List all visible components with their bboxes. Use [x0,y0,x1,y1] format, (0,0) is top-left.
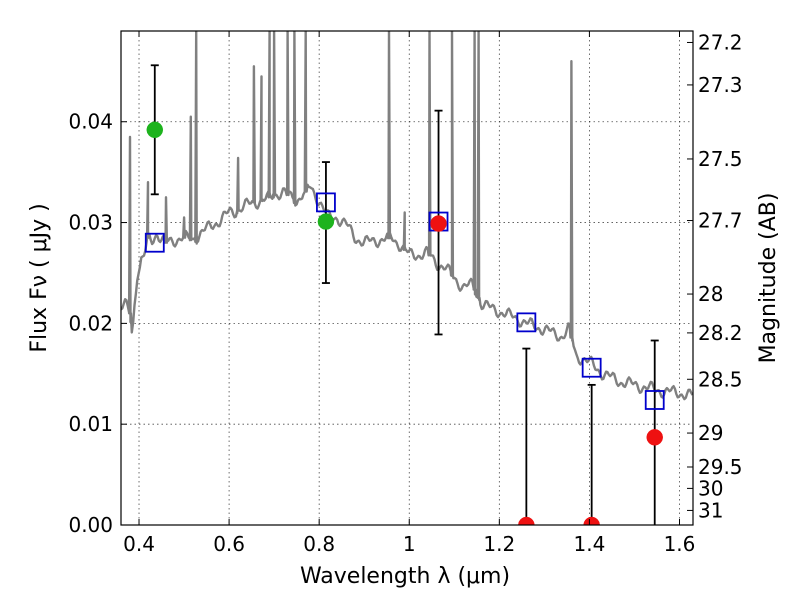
right-tick-label: 27.7 [698,209,743,233]
right-tick-label: 30 [698,476,723,500]
right-tick-label: 28 [698,282,723,306]
x-axis-label: Wavelength λ (μm) [300,564,510,589]
x-tick-label: 0.8 [303,532,335,556]
observed-flux-point [146,121,164,139]
sed-model-curve [121,31,693,401]
right-tick-label: 28.2 [698,321,743,345]
x-tick-label: 1.4 [574,532,606,556]
axes: 0.4 0.6 0.8 1 1.2 1.4 1.6 0.00 0.01 0.02 0.03 0.04 2… [68,30,742,556]
right-tick-label: 27.2 [698,30,743,54]
x-tick-label: 1 [403,532,416,556]
y-tick-label: 0.01 [68,412,113,436]
y-tick-label: 0.04 [68,110,113,134]
observed-flux-point [430,215,447,232]
error-bars [150,64,659,525]
data-markers [144,121,665,525]
x-tick-label: 1.6 [664,532,696,556]
sed-line [121,31,693,401]
model-flux-square [644,390,665,410]
right-tick-label: 27.3 [698,73,743,97]
y-tick-label: 0.03 [68,211,113,235]
right-tick-label: 27.5 [698,147,743,171]
y-tick-label: 0.02 [68,311,113,335]
x-tick-label: 1.2 [483,532,515,556]
right-tick-label: 31 [698,498,723,522]
right-tick-label: 29 [698,421,723,445]
model-flux-square [516,312,537,333]
observed-flux-point [646,429,663,446]
model-flux-square [581,357,602,378]
right-axis-label: Magnitude (AB) [756,193,781,364]
observed-flux-point [518,516,535,525]
right-tick-label: 28.5 [698,367,743,391]
model-flux-square [144,232,165,253]
grid-lines [121,31,693,525]
x-tick-label: 0.6 [213,532,245,556]
x-tick-label: 0.4 [123,532,155,556]
model-flux-square [316,192,336,213]
right-tick-label: 29.5 [698,455,743,479]
y-axis-label: Flux Fν ( μJy ) [27,203,52,352]
observed-flux-point [583,516,600,525]
plot-frame [120,30,694,526]
y-tick-label: 0.00 [68,513,113,537]
observed-flux-point [317,213,335,230]
